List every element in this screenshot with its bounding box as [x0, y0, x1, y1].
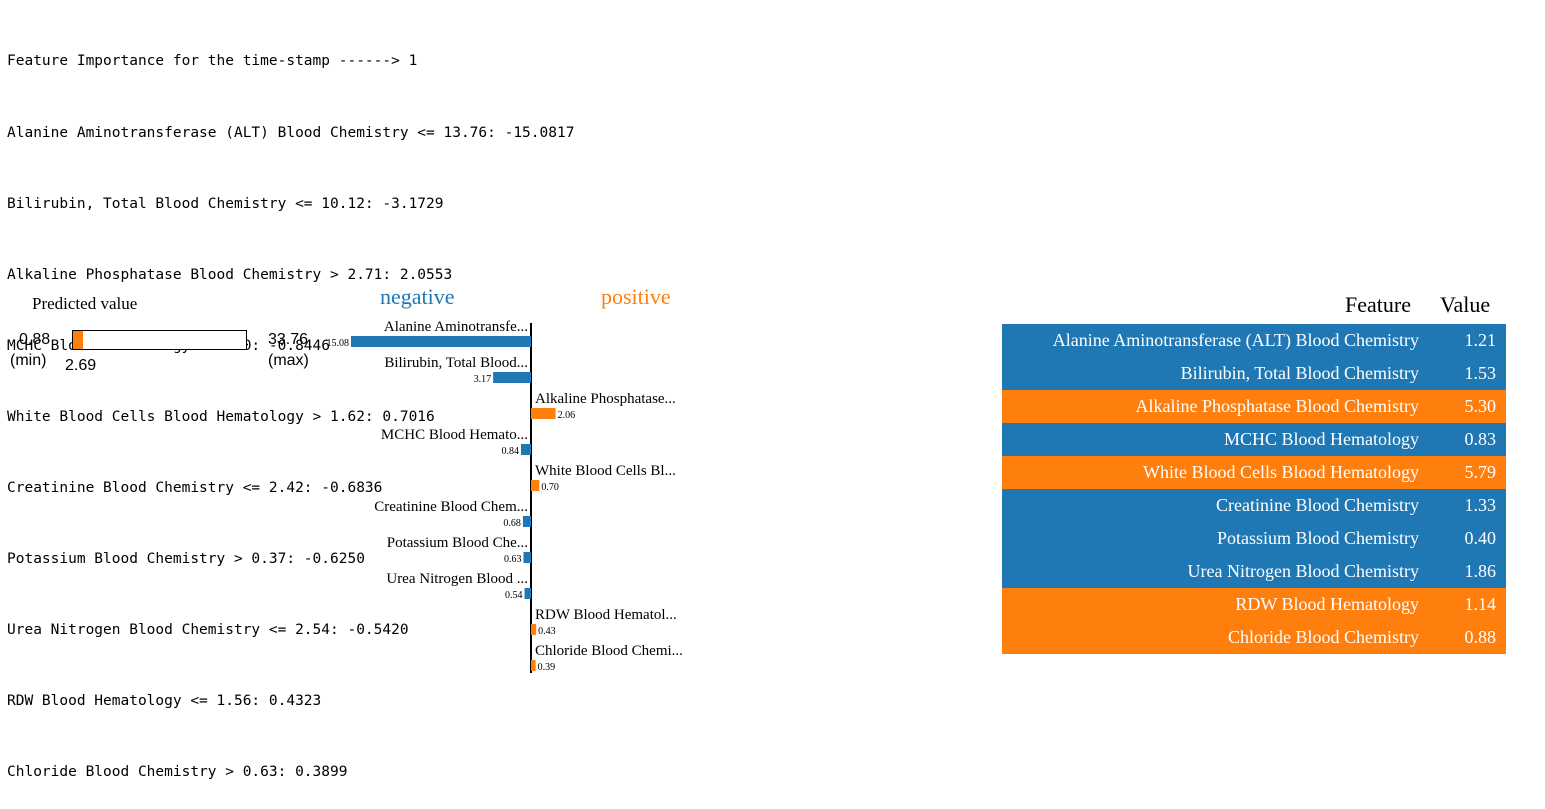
table-cell-value: 0.88 [1464, 627, 1497, 647]
table-row: White Blood Cells Blood Hematology 5.79 [1002, 456, 1506, 489]
table-cell-value: 0.40 [1464, 528, 1497, 548]
table-header-feature: Feature [1345, 292, 1411, 317]
table-cell-feature: Urea Nitrogen Blood Chemistry [1187, 561, 1419, 581]
table-cell-value: 1.53 [1464, 363, 1497, 383]
bar-feature-label: Potassium Blood Che... [387, 535, 528, 551]
table-cell-value: 5.79 [1464, 462, 1497, 482]
console-line: Potassium Blood Chemistry > 0.37: -0.625… [7, 551, 365, 568]
bar-feature-label: Urea Nitrogen Blood ... [386, 571, 528, 587]
bar-value-label: 15.08 [327, 338, 350, 349]
console-line: Bilirubin, Total Blood Chemistry <= 10.1… [7, 195, 444, 212]
contribution-bar [523, 552, 531, 563]
predicted-value-title: Predicted value [32, 294, 138, 313]
bar-value-label: 0.43 [538, 626, 556, 637]
table-row: Urea Nitrogen Blood Chemistry 1.86 [1002, 555, 1506, 588]
predicted-value: 2.69 [65, 357, 97, 374]
bar-value-label: 0.63 [504, 554, 522, 565]
contribution-bar [531, 480, 540, 491]
predicted-value-bar [72, 330, 247, 350]
table-cell-value: 1.86 [1464, 561, 1497, 581]
bar-value-label: 3.17 [474, 374, 492, 385]
predicted-max-value: 33.76 [268, 331, 309, 348]
table-cell-value: 0.83 [1464, 429, 1497, 449]
bar-feature-label: White Blood Cells Bl... [535, 463, 676, 479]
bar-feature-label: Bilirubin, Total Blood... [384, 355, 528, 371]
bar-value-label: 0.84 [501, 446, 519, 457]
table-cell-feature: Alkaline Phosphatase Blood Chemistry [1135, 396, 1419, 416]
contribution-bar [531, 624, 537, 635]
console-line: Feature Importance for the time-stamp --… [7, 53, 418, 70]
contribution-bar [351, 336, 531, 347]
feature-value-table: Alanine Aminotransferase (ALT) Blood Che… [1002, 324, 1506, 654]
bar-feature-label: Chloride Blood Chemi... [535, 643, 683, 659]
positive-legend-label: positive [601, 284, 671, 309]
contribution-bar [493, 372, 531, 383]
feature-contribution-chart: Alanine Aminotransfe... 15.08 Bilirubin, T… [327, 319, 683, 673]
table-cell-feature: Chloride Blood Chemistry [1228, 627, 1419, 647]
table-cell-value: 1.21 [1464, 330, 1497, 350]
bar-feature-label: Alanine Aminotransfe... [384, 319, 528, 335]
bar-value-label: 0.70 [541, 482, 559, 493]
bar-feature-label: MCHC Blood Hemato... [381, 427, 528, 443]
contribution-bar [524, 588, 531, 599]
table-row: RDW Blood Hematology 1.14 [1002, 588, 1506, 621]
bar-value-label: 0.39 [538, 662, 556, 673]
console-line: White Blood Cells Blood Hematology > 1.6… [7, 408, 435, 425]
table-cell-value: 5.30 [1464, 396, 1497, 416]
bar-feature-label: RDW Blood Hematol... [535, 607, 677, 623]
negative-legend-label: negative [380, 284, 455, 309]
bar-feature-label: Alkaline Phosphatase... [535, 391, 676, 407]
contribution-bar [531, 408, 556, 419]
console-output: Feature Importance for the time-stamp --… [7, 3, 574, 809]
table-cell-feature: MCHC Blood Hematology [1223, 429, 1419, 449]
table-cell-feature: Creatinine Blood Chemistry [1216, 495, 1419, 515]
table-row: MCHC Blood Hematology 0.83 [1002, 423, 1506, 456]
bar-value-label: 2.06 [558, 410, 576, 421]
table-cell-feature: Bilirubin, Total Blood Chemistry [1180, 363, 1419, 383]
table-cell-feature: Alanine Aminotransferase (ALT) Blood Che… [1052, 330, 1419, 350]
console-line: Creatinine Blood Chemistry <= 2.42: -0.6… [7, 479, 383, 496]
table-row: Potassium Blood Chemistry 0.40 [1002, 522, 1506, 555]
console-line: Urea Nitrogen Blood Chemistry <= 2.54: -… [7, 622, 409, 639]
table-row: Bilirubin, Total Blood Chemistry 1.53 [1002, 357, 1506, 390]
table-cell-value: 1.33 [1464, 495, 1497, 515]
bar-feature-label: Creatinine Blood Chem... [374, 499, 528, 515]
bar-value-label: 0.54 [505, 590, 523, 601]
contribution-bar [520, 444, 531, 455]
predicted-value-fill [73, 331, 83, 349]
predicted-max-label: (max) [268, 352, 309, 369]
table-header-value: Value [1440, 292, 1491, 317]
table-row: Alanine Aminotransferase (ALT) Blood Che… [1002, 324, 1506, 357]
table-row: Alkaline Phosphatase Blood Chemistry 5.3… [1002, 390, 1506, 423]
predicted-min-label: (min) [10, 352, 47, 369]
table-cell-feature: RDW Blood Hematology [1235, 594, 1419, 614]
console-line: RDW Blood Hematology <= 1.56: 0.4323 [7, 693, 322, 710]
predicted-min-value: 0.88 [19, 331, 51, 348]
table-cell-feature: Potassium Blood Chemistry [1216, 528, 1419, 548]
bar-value-label: 0.68 [503, 518, 521, 529]
console-line: Chloride Blood Chemistry > 0.63: 0.3899 [7, 764, 348, 781]
table-cell-feature: White Blood Cells Blood Hematology [1143, 462, 1419, 482]
table-row: Creatinine Blood Chemistry 1.33 [1002, 489, 1506, 522]
table-row: Chloride Blood Chemistry 0.88 [1002, 621, 1506, 654]
contribution-bar [531, 660, 536, 671]
console-line: Alkaline Phosphatase Blood Chemistry > 2… [7, 266, 453, 283]
table-cell-value: 1.14 [1464, 594, 1497, 614]
console-line: Alanine Aminotransferase (ALT) Blood Che… [7, 124, 575, 141]
contribution-bar [522, 516, 531, 527]
